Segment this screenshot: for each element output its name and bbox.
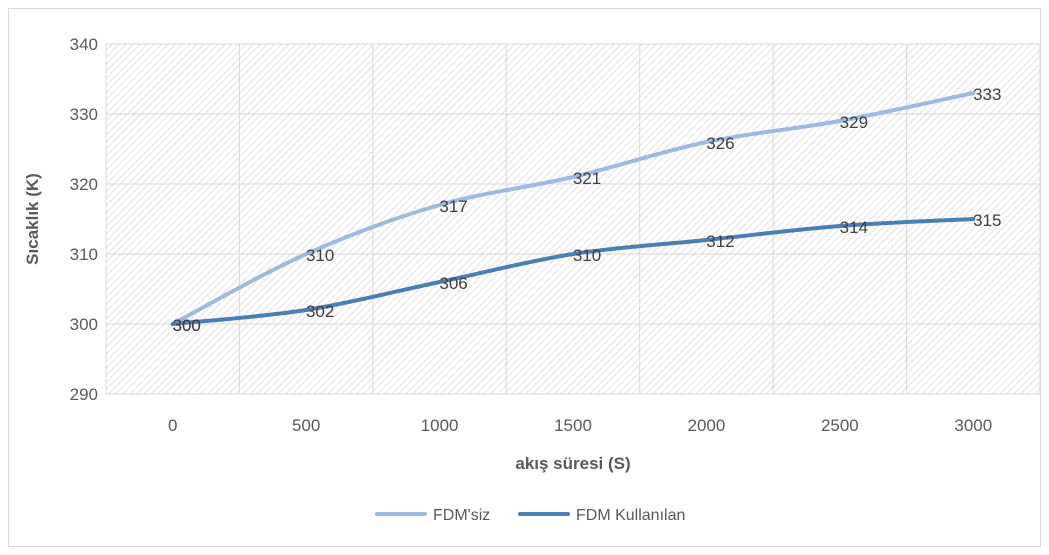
y-tick-label: 310 [70,245,98,264]
legend-label-1: FDM Kullanılan [576,507,685,524]
data-label: 300 [173,316,201,335]
y-tick-label: 290 [70,385,98,404]
legend: FDM'siz FDM Kullanılan [375,507,685,524]
x-tick-label: 1500 [554,416,592,435]
x-tick-label: 0 [168,416,177,435]
series-line-1 [170,217,976,326]
x-tick-label: 2500 [821,416,859,435]
data-label: 315 [973,211,1001,230]
y-tick-label: 320 [70,175,98,194]
data-label: 317 [439,197,467,216]
x-tick-label: 1000 [421,416,459,435]
plot-area [106,44,1040,394]
gridlines [105,43,1041,395]
legend-label-0: FDM'siz [433,507,490,524]
series-line-0 [170,91,976,326]
y-tick-label: 340 [70,35,98,54]
data-label: 329 [840,113,868,132]
x-axis-ticks: 0 500 1000 1500 2000 2500 3000 [168,416,992,435]
series-lines [170,91,976,326]
y-axis-title: Sıcaklık (K) [23,173,42,265]
data-label: 310 [306,246,334,265]
data-label: 333 [973,85,1001,104]
data-label: 312 [706,232,734,251]
data-label: 310 [573,246,601,265]
data-label: 300 [173,316,201,335]
y-tick-label: 330 [70,105,98,124]
y-axis-ticks: 290 300 310 320 330 340 [70,35,98,404]
x-tick-label: 500 [292,416,320,435]
data-label: 326 [706,134,734,153]
data-label: 306 [439,274,467,293]
data-label: 302 [306,302,334,321]
data-label: 314 [840,218,868,237]
x-axis-title: akış süresi (S) [515,454,630,473]
x-tick-label: 2000 [688,416,726,435]
x-tick-label: 3000 [954,416,992,435]
y-tick-label: 300 [70,315,98,334]
data-label: 321 [573,169,601,188]
